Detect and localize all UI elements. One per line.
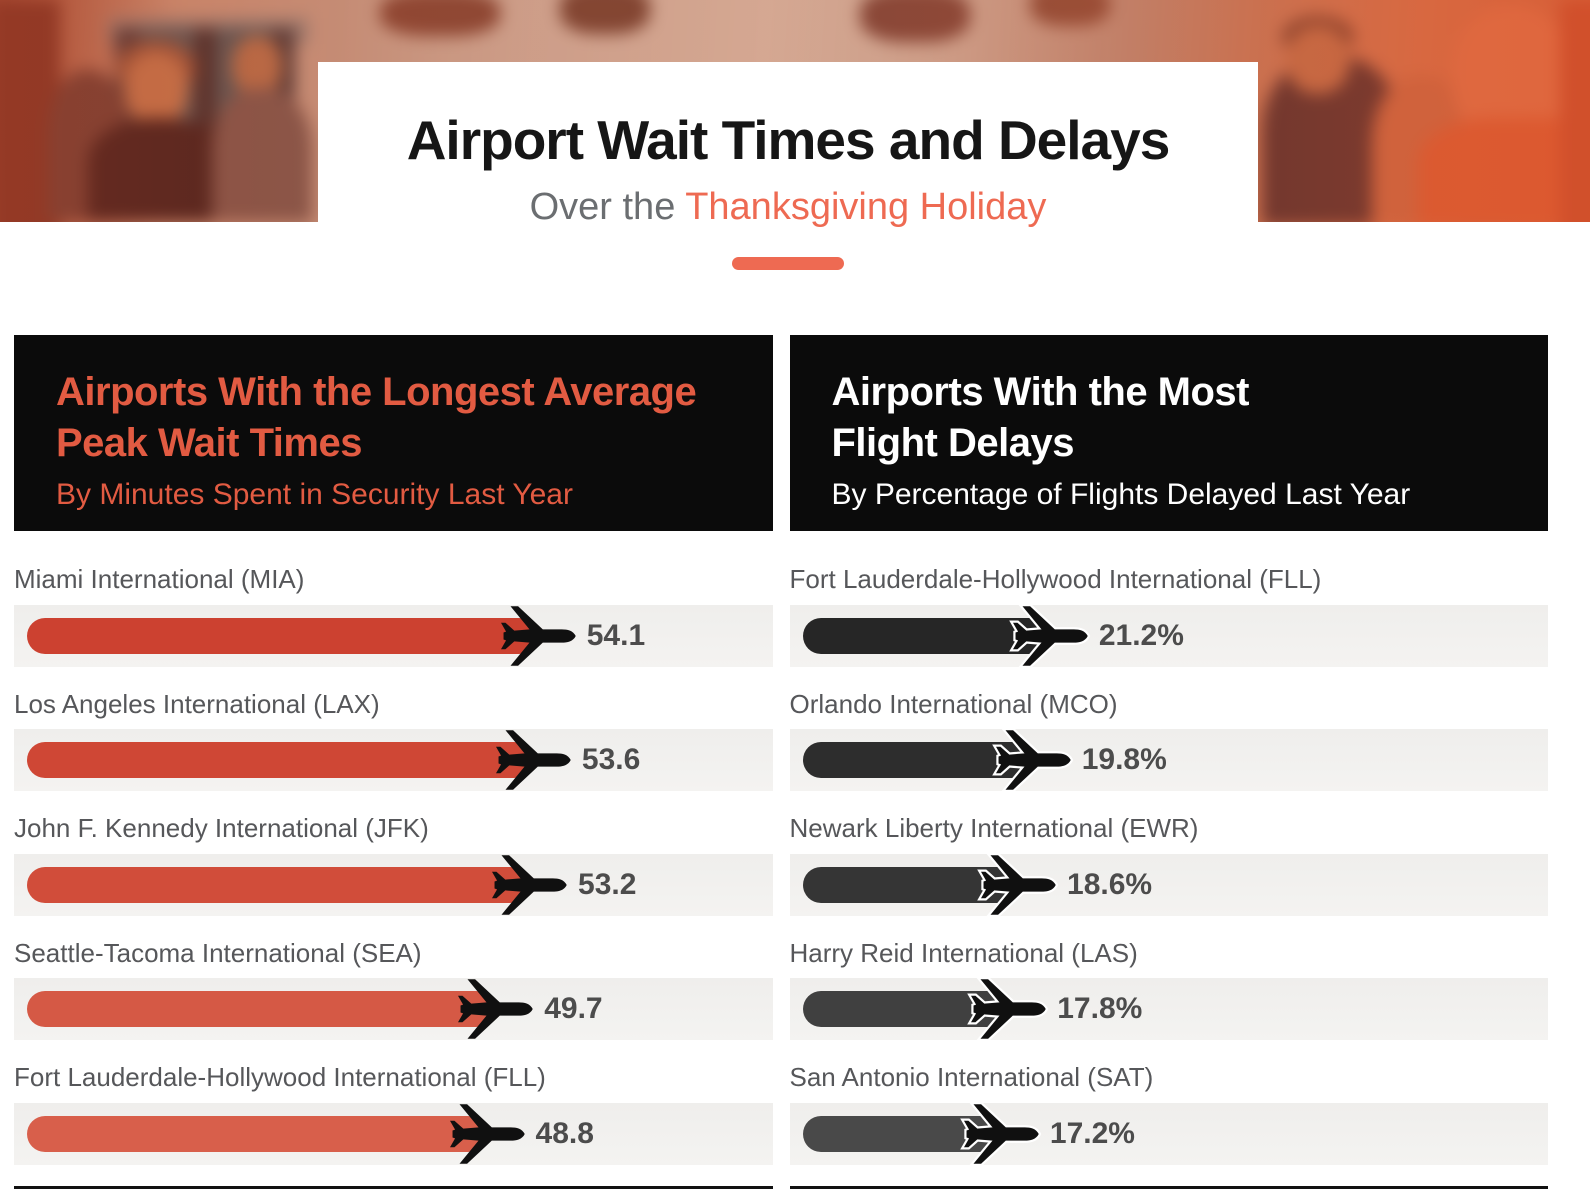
airport-row: Fort Lauderdale-Hollywood International … bbox=[789, 563, 1548, 668]
bar-value: 17.2% bbox=[1049, 1116, 1135, 1150]
bar-value: 21.2% bbox=[1098, 618, 1184, 652]
airport-label: San Antonio International (SAT) bbox=[789, 1062, 1154, 1092]
airport-label: Orlando International (MCO) bbox=[789, 688, 1118, 719]
bar-value: 53.2 bbox=[578, 867, 637, 901]
plane-outlined-icon bbox=[1009, 603, 1091, 668]
airport-row: San Antonio International (SAT) 17.2% bbox=[789, 1061, 1548, 1166]
value-bar bbox=[27, 617, 537, 654]
airport-label: Fort Lauderdale-Hollywood International … bbox=[789, 564, 1322, 594]
plane-outlined-icon bbox=[977, 852, 1059, 917]
airport-label: Seattle-Tacoma International (SEA) bbox=[14, 937, 422, 968]
plane-icon bbox=[449, 1103, 525, 1164]
airport-label: Harry Reid International (LAS) bbox=[789, 937, 1138, 968]
bar-track: 17.8% bbox=[789, 977, 1548, 1041]
wait-times-column: Airports With the Longest Average Peak Wa… bbox=[14, 335, 773, 1189]
accent-divider bbox=[732, 257, 844, 270]
bar-value: 54.1 bbox=[586, 618, 646, 652]
airport-row: Miami International (MIA) 54.1 bbox=[14, 563, 773, 667]
value-bar bbox=[802, 742, 1032, 778]
plane-icon bbox=[492, 854, 567, 915]
page-title: Airport Wait Times and Delays bbox=[406, 109, 1171, 171]
wait-times-panel-header: Airports With the Longest Average Peak Wa… bbox=[14, 335, 773, 531]
flight-delays-title: Airports With the Most Flight Delays bbox=[831, 370, 1250, 465]
bar-track: 49.7 bbox=[14, 978, 773, 1040]
flight-delays-panel-header: Airports With the Most Flight Delays By P… bbox=[789, 335, 1548, 531]
bar-value: 19.8% bbox=[1081, 743, 1167, 776]
subtitle-prefix: Over the bbox=[529, 186, 686, 228]
bar-value: 49.7 bbox=[544, 992, 603, 1025]
airport-label: John F. Kennedy International (JFK) bbox=[14, 813, 429, 843]
airport-row: Los Angeles International (LAX) 53.6 bbox=[14, 688, 773, 791]
bar-track: 19.8% bbox=[789, 728, 1548, 792]
bar-value: 18.6% bbox=[1067, 867, 1153, 901]
plane-outlined-icon bbox=[967, 977, 1049, 1041]
airport-label: Newark Liberty International (EWR) bbox=[789, 813, 1199, 843]
bar-value: 17.8% bbox=[1057, 992, 1143, 1025]
bar-track: 48.8 bbox=[14, 1102, 773, 1165]
plane-outlined-icon bbox=[991, 728, 1073, 792]
flight-delays-rows: Fort Lauderdale-Hollywood International … bbox=[789, 563, 1548, 1166]
value-bar bbox=[27, 866, 529, 903]
plane-outlined-icon bbox=[960, 1101, 1042, 1166]
airport-row: Harry Reid International (LAS) 17.8% bbox=[789, 937, 1548, 1041]
bar-track: 53.2 bbox=[14, 853, 773, 916]
plane-icon bbox=[495, 730, 571, 790]
plane-icon bbox=[458, 979, 533, 1039]
value-bar bbox=[27, 742, 532, 778]
flight-delays-column: Airports With the Most Flight Delays By P… bbox=[789, 335, 1548, 1189]
bar-track: 53.6 bbox=[14, 729, 773, 791]
wait-times-title: Airports With the Longest Average Peak Wa… bbox=[56, 370, 697, 465]
page-subtitle: Over the Thanksgiving Holiday bbox=[318, 186, 1258, 229]
value-bar bbox=[27, 991, 495, 1027]
flight-delays-subtitle: By Percentage of Flights Delayed Last Ye… bbox=[831, 477, 1411, 511]
bar-value: 53.6 bbox=[581, 743, 641, 776]
wait-times-rows: Miami International (MIA) 54.1 Los Angeles… bbox=[14, 563, 773, 1165]
bar-track: 54.1 bbox=[14, 604, 773, 667]
airport-row: Seattle-Tacoma International (SEA) 49.7 bbox=[14, 937, 773, 1040]
value-bar bbox=[802, 617, 1049, 654]
bar-track: 18.6% bbox=[789, 852, 1548, 917]
plane-icon bbox=[500, 605, 576, 666]
title-card: Airport Wait Times and Delays Over the T… bbox=[318, 62, 1258, 300]
bar-track: 17.2% bbox=[789, 1101, 1548, 1166]
wait-times-subtitle: By Minutes Spent in Security Last Year bbox=[56, 477, 573, 511]
next-section-edge bbox=[789, 1185, 1548, 1189]
subtitle-highlight: Thanksgiving Holiday bbox=[685, 186, 1047, 228]
airport-row: Orlando International (MCO) 19.8% bbox=[789, 688, 1548, 792]
next-section-edge bbox=[14, 1185, 773, 1189]
airport-label: Miami International (MIA) bbox=[14, 564, 305, 594]
airport-row: Fort Lauderdale-Hollywood International … bbox=[14, 1061, 773, 1165]
bar-track: 21.2% bbox=[789, 603, 1548, 668]
charts-content: Airports With the Longest Average Peak Wa… bbox=[0, 335, 1590, 1189]
airport-row: Newark Liberty International (EWR) 18.6% bbox=[789, 812, 1548, 917]
value-bar bbox=[27, 1115, 486, 1152]
airport-label: Los Angeles International (LAX) bbox=[14, 688, 380, 719]
airport-row: John F. Kennedy International (JFK) 53.2 bbox=[14, 812, 773, 916]
airport-label: Fort Lauderdale-Hollywood International … bbox=[14, 1062, 546, 1092]
bar-value: 48.8 bbox=[535, 1116, 594, 1150]
